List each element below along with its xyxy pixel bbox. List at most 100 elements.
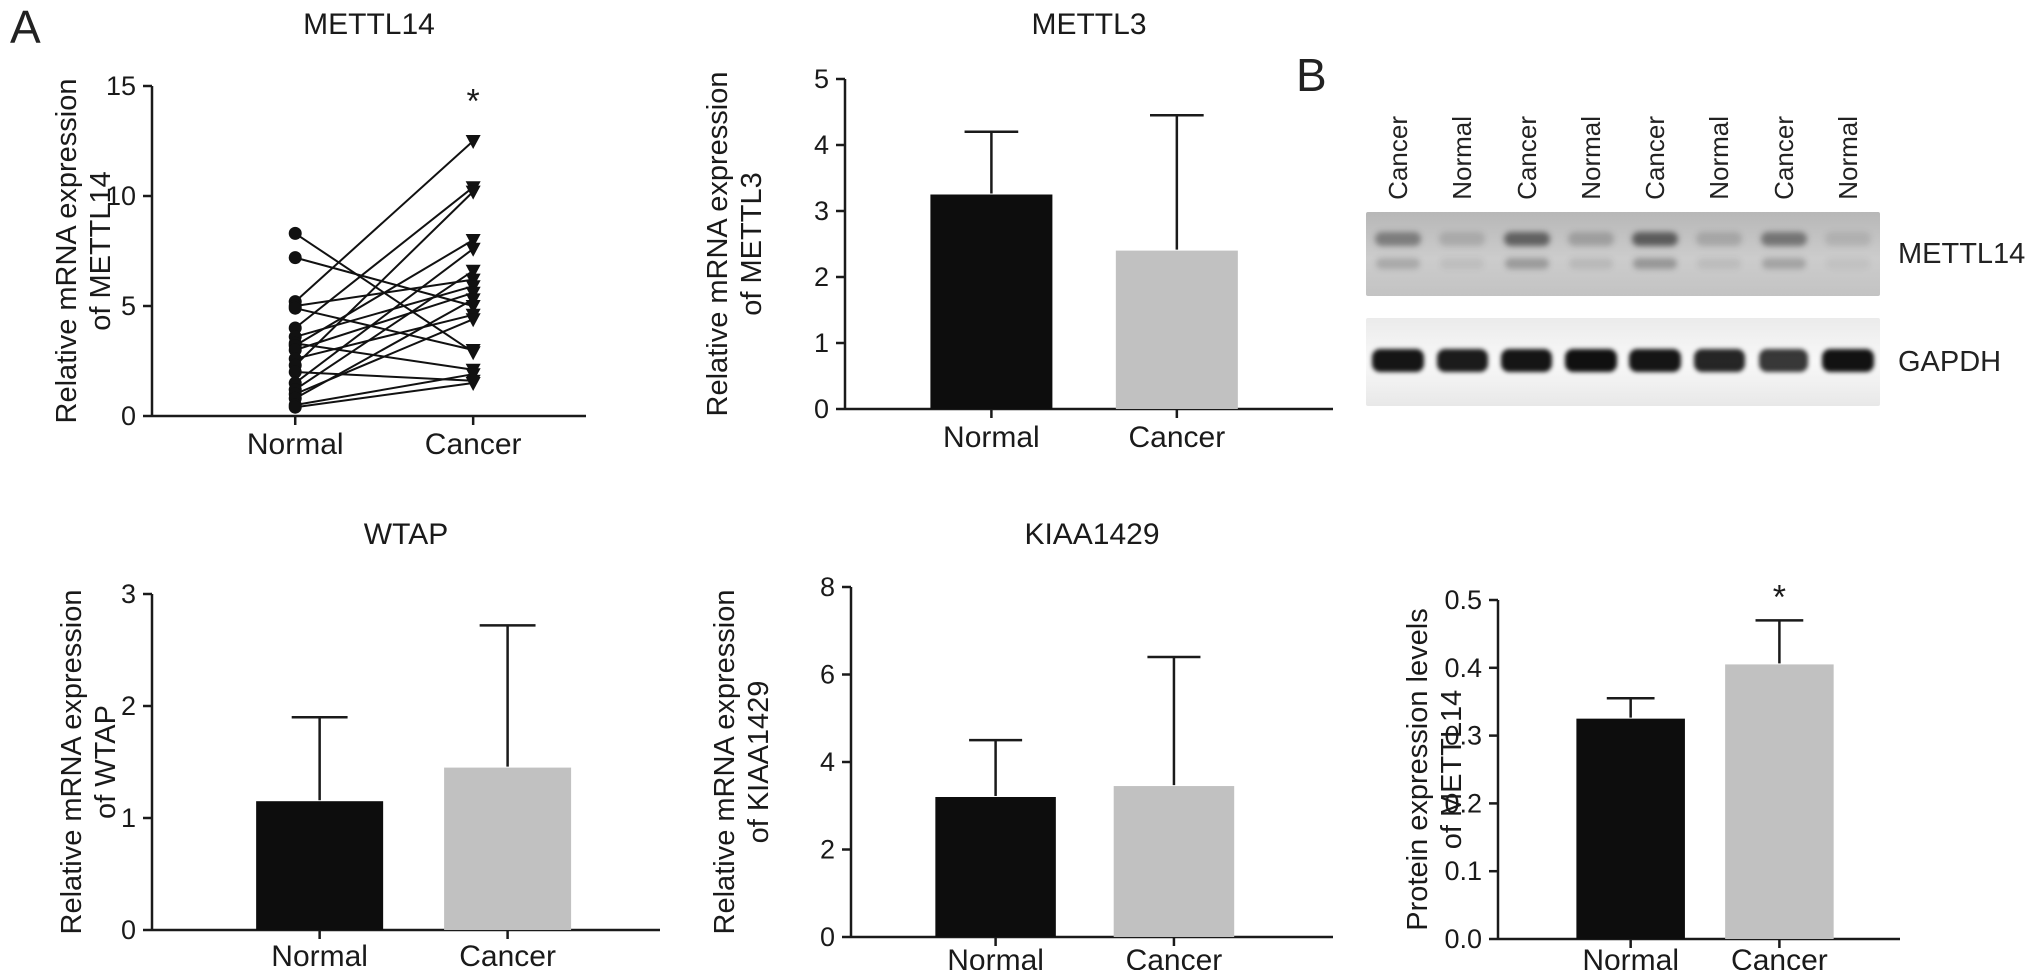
y-tick-label: 0.5 <box>1444 585 1482 615</box>
y-tick-label: 6 <box>820 660 835 690</box>
blot-band <box>1629 349 1681 372</box>
y-axis-label: Relative mRNA expression <box>702 72 734 417</box>
chart-mettl14-protein-bar: 0.0 0.1 0.2 0.3 0.4 0.5 Normal Cancer Protein ex… <box>1380 500 2000 970</box>
cancer-point <box>465 377 481 391</box>
blot-band <box>1697 258 1742 269</box>
chart-title: METTL3 <box>1031 8 1146 41</box>
y-tick-label: 1 <box>121 803 136 833</box>
y-tick-label: 2 <box>121 691 136 721</box>
y-tick-label: 3 <box>814 196 829 226</box>
lane-label: Normal <box>1704 116 1735 200</box>
category-label: Normal <box>1582 944 1679 970</box>
blot-band <box>1440 258 1485 269</box>
mettl14-protein-plot: 0.0 0.1 0.2 0.3 0.4 0.5 Normal Cancer Protein ex… <box>1402 578 1900 970</box>
cancer-point <box>465 293 481 308</box>
panel-a-label: A <box>10 1 41 53</box>
bar-normal <box>256 801 384 930</box>
blot-lane: Cancer <box>1366 116 1430 206</box>
blot-strip-mettl14 <box>1366 212 1880 296</box>
y-tick-label: 2 <box>814 262 829 292</box>
bar-normal <box>930 194 1053 409</box>
bar-cancer <box>1725 664 1834 939</box>
lane-label: Cancer <box>1511 116 1542 200</box>
blot-lane: Cancer <box>1495 116 1559 206</box>
blot-lane: Normal <box>1687 116 1751 206</box>
normal-point <box>288 226 302 240</box>
y-tick-label: 0.4 <box>1444 653 1482 683</box>
y-tick-label: 0 <box>121 401 136 431</box>
lane-label: Cancer <box>1640 116 1671 200</box>
blot-band <box>1632 232 1679 246</box>
pair-line <box>294 269 474 391</box>
chart-mettl14-paired-scatter: 0 5 10 15 Normal Cancer METTL14 Relative mRNA e… <box>36 0 636 500</box>
blot-band <box>1761 258 1806 269</box>
category-label: Cancer <box>425 428 522 461</box>
blot-band <box>1439 232 1486 246</box>
significance-star: * <box>1773 578 1786 616</box>
cancer-point <box>465 264 481 279</box>
significance-star: * <box>467 82 480 120</box>
pair-line <box>294 239 474 347</box>
lane-label: Cancer <box>1768 116 1799 200</box>
pair-line <box>294 256 474 307</box>
cancer-point <box>465 135 481 149</box>
bar-normal <box>1576 718 1685 939</box>
normal-point <box>288 301 302 315</box>
y-tick-label: 0.2 <box>1444 788 1482 818</box>
bar-normal <box>935 797 1056 937</box>
blot-band <box>1633 258 1678 269</box>
chart-title: METTL14 <box>303 8 435 41</box>
chart-title: WTAP <box>364 518 448 551</box>
panel-b-label: B <box>1296 49 1327 101</box>
blot-band <box>1500 349 1553 372</box>
blot-band <box>1825 258 1870 269</box>
cancer-point <box>465 185 481 200</box>
pair-line <box>294 291 474 351</box>
y-tick-label: 4 <box>814 130 829 160</box>
bar-cancer <box>1115 250 1238 409</box>
pair-line <box>295 382 474 409</box>
blot-band <box>1376 258 1421 269</box>
bar-cancer <box>1113 786 1235 937</box>
y-tick-label: 0.1 <box>1444 856 1482 886</box>
y-tick-label: 3 <box>121 579 136 609</box>
mettl14-paired-plot: 0 5 10 15 Normal Cancer METTL14 Relative mRNA e… <box>51 8 586 461</box>
y-axis-label: Protein expression levels <box>1402 608 1434 930</box>
kiaa1429-plot: 0 2 4 6 8 Normal Cancer KIAA1429 Relative mRNA e… <box>709 518 1333 970</box>
y-axis-label: of KIAA1429 <box>743 681 775 844</box>
pair-line <box>294 248 474 384</box>
blot-lane: Cancer <box>1752 116 1816 206</box>
y-axis-label: Relative mRNA expression <box>56 590 88 935</box>
y-axis-label: of METTL14 <box>1436 690 1468 850</box>
y-tick-label: 5 <box>121 291 136 321</box>
blot-band <box>1568 258 1613 269</box>
blot-band <box>1436 349 1488 372</box>
mettl3-plot: 0 1 2 3 4 5 Normal Cancer METTL3 Relative mRNA ex… <box>702 8 1333 454</box>
pair-line <box>294 186 474 329</box>
chart-wtap-bar: 0 1 2 3 Normal Cancer WTAP Relative mRNA expres… <box>36 500 666 970</box>
western-blot-panel: Cancer Normal Cancer Normal Cancer Normal Canc… <box>1350 60 2030 450</box>
y-axis-label: of WTAP <box>90 705 122 819</box>
y-tick-label: 1 <box>814 328 829 358</box>
y-axis-label: of METTL14 <box>85 171 117 331</box>
pair-line <box>294 313 474 360</box>
blot-band <box>1822 349 1874 372</box>
category-label: Cancer <box>459 940 556 970</box>
blot-band <box>1565 349 1617 372</box>
category-label: Normal <box>943 421 1040 454</box>
pair-line <box>294 298 474 400</box>
pair-line <box>295 373 474 406</box>
cancer-point <box>465 344 481 358</box>
cancer-point <box>465 242 481 257</box>
pair-line <box>294 140 474 303</box>
category-label: Cancer <box>1731 944 1828 970</box>
y-tick-label: 15 <box>106 71 136 101</box>
normal-point <box>288 251 302 265</box>
blot-band <box>1375 232 1422 246</box>
blot-band <box>1504 258 1549 269</box>
y-tick-label: 0.3 <box>1444 721 1482 751</box>
pair-line <box>294 190 474 367</box>
normal-point <box>288 365 302 379</box>
normal-point <box>288 400 302 414</box>
